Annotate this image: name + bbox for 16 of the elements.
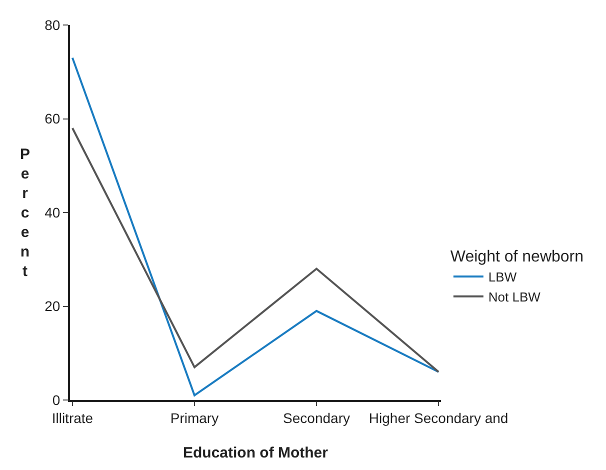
y-tick-label: 80 — [44, 16, 60, 33]
y-axis-title: Percent — [20, 146, 30, 280]
x-axis-title: Education of Mother — [183, 444, 328, 462]
legend-label: LBW — [488, 270, 518, 285]
y-tick-label: 20 — [44, 298, 60, 314]
x-tick-label: Higher Secondary and — [368, 410, 508, 426]
y-tick-label: 0 — [52, 392, 60, 408]
y-tick-label: 40 — [44, 204, 60, 220]
line-series — [71, 127, 440, 373]
legend-label: Not LBW — [488, 289, 542, 304]
line-series — [71, 56, 440, 396]
x-tick-label: Secondary — [283, 410, 350, 426]
x-tick-label: Primary — [170, 410, 219, 426]
x-tick-label: Illitrate — [52, 410, 94, 426]
legend-title: Weight of newborn — [450, 248, 584, 266]
y-tick-label: 60 — [44, 110, 60, 127]
